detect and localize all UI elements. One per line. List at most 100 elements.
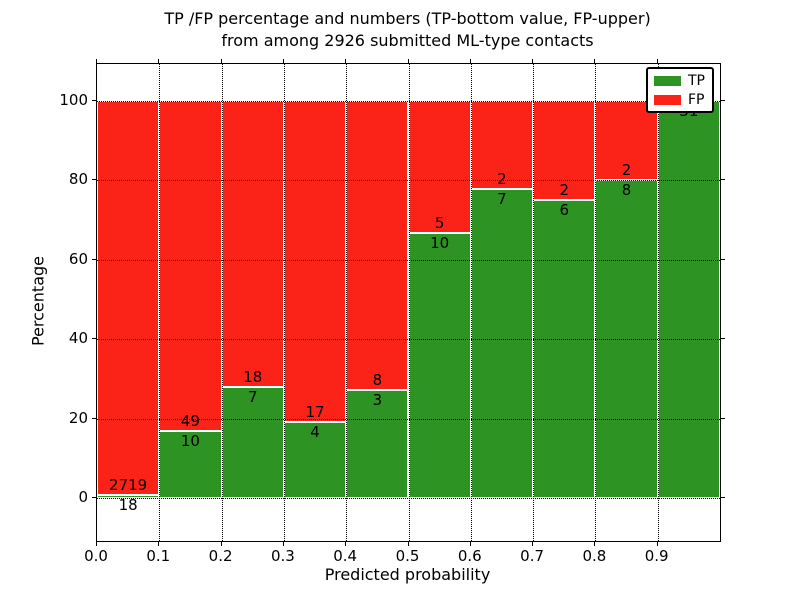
y-tick-mark [92,417,96,419]
y-tick-label: 0 [78,488,88,506]
bar-segment-fp [221,101,284,387]
x-tick-mark [469,59,471,63]
x-tick-mark [407,542,409,546]
x-tick-mark [282,542,284,546]
x-tick-mark [594,542,596,546]
gridline-vertical [657,64,659,541]
x-tick-label: 0.3 [270,547,295,565]
gridline-vertical [408,64,410,541]
chart-title-line2: from among 2926 submitted ML-type contac… [221,31,594,50]
y-tick-label: 40 [68,329,88,348]
bar-segment-tp [283,422,347,498]
x-tick-label: 0.8 [582,547,607,565]
x-tick-label: 0.2 [208,547,233,565]
plot-area: 18271910497184173810572628231 [96,63,721,542]
bar-segment-tp [346,389,409,498]
fp-count-label: 17 [305,403,325,422]
x-tick-mark [532,542,534,546]
x-tick-label: 0.7 [520,547,545,565]
y-tick-mark [92,338,96,340]
x-tick-label: 0.0 [84,547,108,565]
x-tick-label: 0.9 [644,547,669,565]
x-tick-label: 0.4 [333,547,358,565]
y-tick-mark [721,258,725,260]
bar-segment-tp [533,200,596,498]
x-tick-mark [158,59,160,63]
fp-count-label: 18 [243,367,263,386]
x-tick-label: 0.6 [457,547,482,565]
tp-count-label: 10 [180,431,200,450]
tp-count-label: 7 [247,387,258,406]
bar-segment-fp [470,101,534,190]
y-tick-label: 80 [68,170,88,189]
y-tick-mark [92,497,96,498]
x-tick-mark [594,59,596,63]
bar-segment-tp [470,189,534,498]
legend-swatch-tp-icon [654,76,681,86]
y-tick-mark [721,100,725,101]
tp-count-label: 7 [497,190,507,209]
y-tick-label: 20 [68,408,88,427]
x-tick-mark [469,542,471,546]
gridline-vertical [533,64,535,541]
fp-count-label: 2 [559,181,570,200]
tp-count-label: 6 [559,201,570,220]
y-tick-mark [721,417,725,419]
tp-count-label: 3 [372,390,383,409]
x-tick-mark [656,542,658,546]
legend-entry: FP [654,93,706,107]
fp-count-label: 2719 [109,476,148,495]
x-tick-mark [656,59,658,63]
gridline-vertical [159,64,161,541]
legend-label: FP [688,92,705,108]
bar-segment-tp [159,430,222,498]
y-tick-mark [721,179,725,181]
x-tick-mark [96,59,97,63]
x-tick-label: 0.5 [395,547,420,565]
chart-title: TP /FP percentage and numbers (TP-bottom… [96,8,719,52]
gridline-vertical [470,64,472,541]
fp-count-label: 5 [434,214,445,233]
y-tick-mark [721,497,725,498]
x-tick-mark [96,542,97,546]
bar-segment-tp [657,101,720,498]
x-tick-mark [220,542,222,546]
y-tick-mark [92,179,96,181]
x-tick-mark [407,59,409,63]
fp-count-label: 8 [372,370,383,389]
tp-count-label: 8 [621,181,632,200]
x-axis-label: Predicted probability [324,565,491,584]
bar-segment-tp [408,233,471,498]
y-tick-label: 100 [59,91,88,109]
x-tick-mark [532,59,534,63]
x-tick-mark [158,542,160,546]
bar-segment-fp [533,101,596,201]
bar-segment-fp [595,101,658,181]
x-tick-mark [282,59,284,63]
gridline-vertical [346,64,348,541]
legend: TP FP [646,67,714,113]
tp-count-label: 10 [430,234,450,253]
y-tick-label: 60 [68,249,88,268]
bar-segment-fp [97,101,160,496]
bar-segment-tp [97,495,160,498]
gridline-vertical [283,64,285,541]
x-tick-label: 0.1 [146,547,171,565]
y-tick-mark [721,338,725,340]
y-tick-mark [92,258,96,260]
legend-swatch-fp-icon [654,95,681,105]
x-tick-mark [345,59,347,63]
bar-segment-fp [346,101,409,390]
x-tick-mark [345,542,347,546]
fp-count-label: 2 [621,161,632,180]
x-tick-mark [220,59,222,63]
legend-entry: TP [654,74,706,88]
gridline-vertical [221,64,223,541]
fp-count-label: 49 [180,411,200,430]
chart-title-line1: TP /FP percentage and numbers (TP-bottom… [164,9,651,28]
legend-label: TP [688,73,705,89]
bar-segment-fp [283,101,347,423]
bar-segment-fp [159,101,222,431]
tp-count-label: 18 [118,496,138,515]
